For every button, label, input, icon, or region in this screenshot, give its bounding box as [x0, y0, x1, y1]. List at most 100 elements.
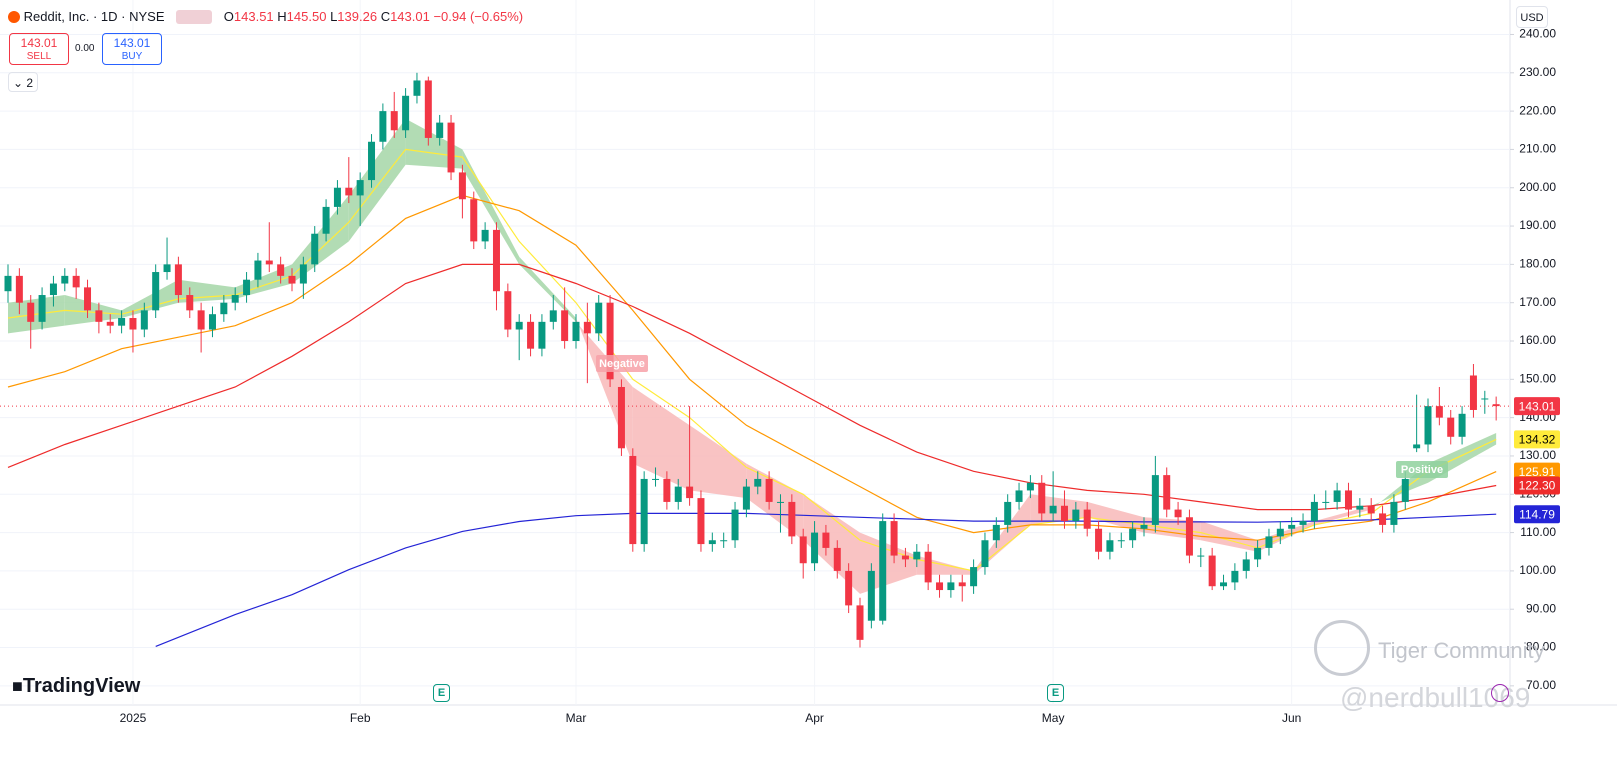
buy-button[interactable]: 143.01 BUY — [102, 33, 162, 65]
candle-body — [640, 478, 648, 545]
candle-body — [686, 486, 694, 499]
candle-body — [788, 501, 796, 537]
candle-body — [1038, 482, 1046, 514]
candle-body — [595, 302, 603, 334]
candle-body — [118, 318, 126, 326]
candle-body — [1095, 528, 1103, 552]
candle-body — [470, 199, 478, 242]
candle-body — [561, 310, 569, 342]
candle-body — [15, 275, 23, 303]
y-tick-label: 160.00 — [1519, 333, 1556, 347]
currency-button[interactable]: USD — [1516, 6, 1548, 28]
candle-body — [322, 206, 330, 234]
y-tick-label: 170.00 — [1519, 295, 1556, 309]
candle-body — [1424, 406, 1432, 445]
candle-body — [1492, 404, 1500, 407]
candle-body — [243, 279, 251, 296]
price-tag-label: 125.91 — [1519, 465, 1556, 479]
y-tick-label: 210.00 — [1519, 142, 1556, 156]
candle-body — [1004, 501, 1012, 525]
candle-body — [731, 509, 739, 541]
candle-body — [901, 555, 909, 560]
y-tick-label: 180.00 — [1519, 257, 1556, 271]
y-tick-label: 110.00 — [1520, 525, 1556, 539]
candle-body — [436, 122, 444, 138]
x-tick-label: Mar — [566, 711, 587, 725]
candle-body — [697, 498, 705, 545]
symbol-logo — [8, 11, 20, 23]
candle-body — [333, 187, 341, 207]
x-tick-label: Jun — [1282, 711, 1301, 725]
x-tick-label: May — [1042, 711, 1065, 725]
candle-body — [1299, 521, 1307, 525]
candle-body — [1072, 509, 1080, 522]
price-tag — [1514, 430, 1560, 449]
sell-button[interactable]: 143.01 SELL — [9, 33, 69, 65]
candle-body — [845, 570, 853, 606]
candle-body — [208, 314, 216, 330]
candle-body — [822, 532, 830, 548]
candle-body — [549, 310, 557, 322]
moving-average-line — [7, 148, 1497, 572]
price-tag — [1514, 462, 1560, 481]
sell-price: 143.01 — [20, 36, 58, 50]
candle-body — [1469, 375, 1477, 410]
compare-toggle[interactable] — [176, 10, 213, 24]
candle-body — [1185, 517, 1193, 556]
buy-label: BUY — [121, 51, 143, 62]
candle-body — [583, 321, 591, 334]
events-icon[interactable] — [1491, 684, 1509, 702]
candle-body — [163, 264, 171, 273]
last-price-label: 143.01 — [1519, 399, 1556, 413]
symbol[interactable]: Reddit, Inc. · 1D · NYSE — [23, 9, 165, 24]
candle-body — [231, 295, 239, 303]
candle-body — [981, 540, 989, 568]
candle-body — [424, 80, 432, 138]
candle-body — [95, 310, 103, 322]
candle-body — [458, 172, 466, 200]
price-tag-label: 114.79 — [1519, 507, 1555, 521]
ohlc-value: 139.26 — [337, 9, 378, 24]
candle-body — [1435, 406, 1443, 418]
y-tick-label: 200.00 — [1519, 180, 1556, 194]
ribbon-fill — [632, 386, 690, 491]
candle-body — [811, 532, 819, 564]
ribbon-fill — [519, 256, 576, 322]
candle-body — [265, 260, 273, 265]
candle-body — [1344, 490, 1352, 510]
signal-label-bg — [1396, 461, 1448, 478]
earnings-marker[interactable]: E — [1047, 684, 1064, 702]
candle-body — [606, 302, 614, 380]
candle-body — [1174, 509, 1182, 518]
y-tick-label: 190.00 — [1519, 218, 1556, 232]
candle-body — [197, 310, 205, 330]
candle-body — [1322, 501, 1330, 503]
candle-body — [833, 547, 841, 571]
candle-body — [481, 229, 489, 242]
price-tag-label: 134.32 — [1519, 433, 1556, 447]
candle-body — [186, 295, 194, 311]
candle-body — [538, 321, 546, 349]
candle-body — [1106, 540, 1114, 552]
brand-name: TradingView — [22, 675, 141, 697]
candle-body — [356, 180, 364, 196]
candle-body — [1015, 490, 1023, 502]
moving-average-line — [155, 512, 1497, 647]
candle-body — [1208, 555, 1216, 587]
candle-body — [254, 260, 262, 280]
ribbon-fill — [576, 318, 633, 464]
ohlc-key: L — [330, 9, 338, 24]
candle-body — [1026, 482, 1034, 491]
indicators-toggle[interactable]: ⌄ 2 — [8, 72, 38, 92]
candle-body — [72, 275, 80, 288]
candle-body — [379, 111, 387, 142]
ohlc-value: 143.51 — [233, 9, 274, 24]
brand-mark: ■ — [12, 676, 23, 696]
candle-body — [572, 321, 580, 342]
candle-body — [924, 551, 932, 583]
earnings-marker[interactable]: E — [433, 684, 450, 702]
candle-body — [49, 283, 57, 296]
candle-body — [1481, 398, 1489, 400]
candle-body — [970, 567, 978, 587]
